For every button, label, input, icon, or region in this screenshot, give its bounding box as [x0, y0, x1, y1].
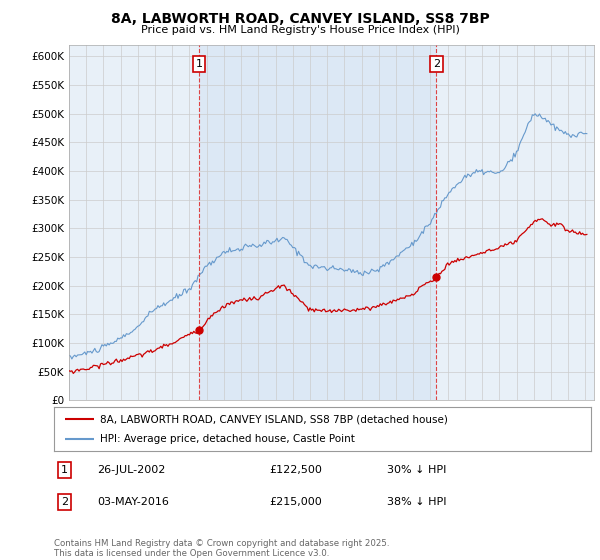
- Text: Contains HM Land Registry data © Crown copyright and database right 2025.
This d: Contains HM Land Registry data © Crown c…: [54, 539, 389, 558]
- Text: 03-MAY-2016: 03-MAY-2016: [97, 497, 169, 507]
- Text: 8A, LABWORTH ROAD, CANVEY ISLAND, SS8 7BP (detached house): 8A, LABWORTH ROAD, CANVEY ISLAND, SS8 7B…: [100, 414, 448, 424]
- Text: 2: 2: [433, 59, 440, 69]
- Text: Price paid vs. HM Land Registry's House Price Index (HPI): Price paid vs. HM Land Registry's House …: [140, 25, 460, 35]
- Text: 30% ↓ HPI: 30% ↓ HPI: [387, 465, 446, 475]
- Text: HPI: Average price, detached house, Castle Point: HPI: Average price, detached house, Cast…: [100, 433, 355, 444]
- Text: £122,500: £122,500: [269, 465, 322, 475]
- Text: 1: 1: [61, 465, 68, 475]
- Text: 38% ↓ HPI: 38% ↓ HPI: [387, 497, 446, 507]
- Text: 2: 2: [61, 497, 68, 507]
- Text: 1: 1: [196, 59, 203, 69]
- Text: 26-JUL-2002: 26-JUL-2002: [97, 465, 166, 475]
- Bar: [199, 45, 436, 400]
- Text: 8A, LABWORTH ROAD, CANVEY ISLAND, SS8 7BP: 8A, LABWORTH ROAD, CANVEY ISLAND, SS8 7B…: [110, 12, 490, 26]
- Text: £215,000: £215,000: [269, 497, 322, 507]
